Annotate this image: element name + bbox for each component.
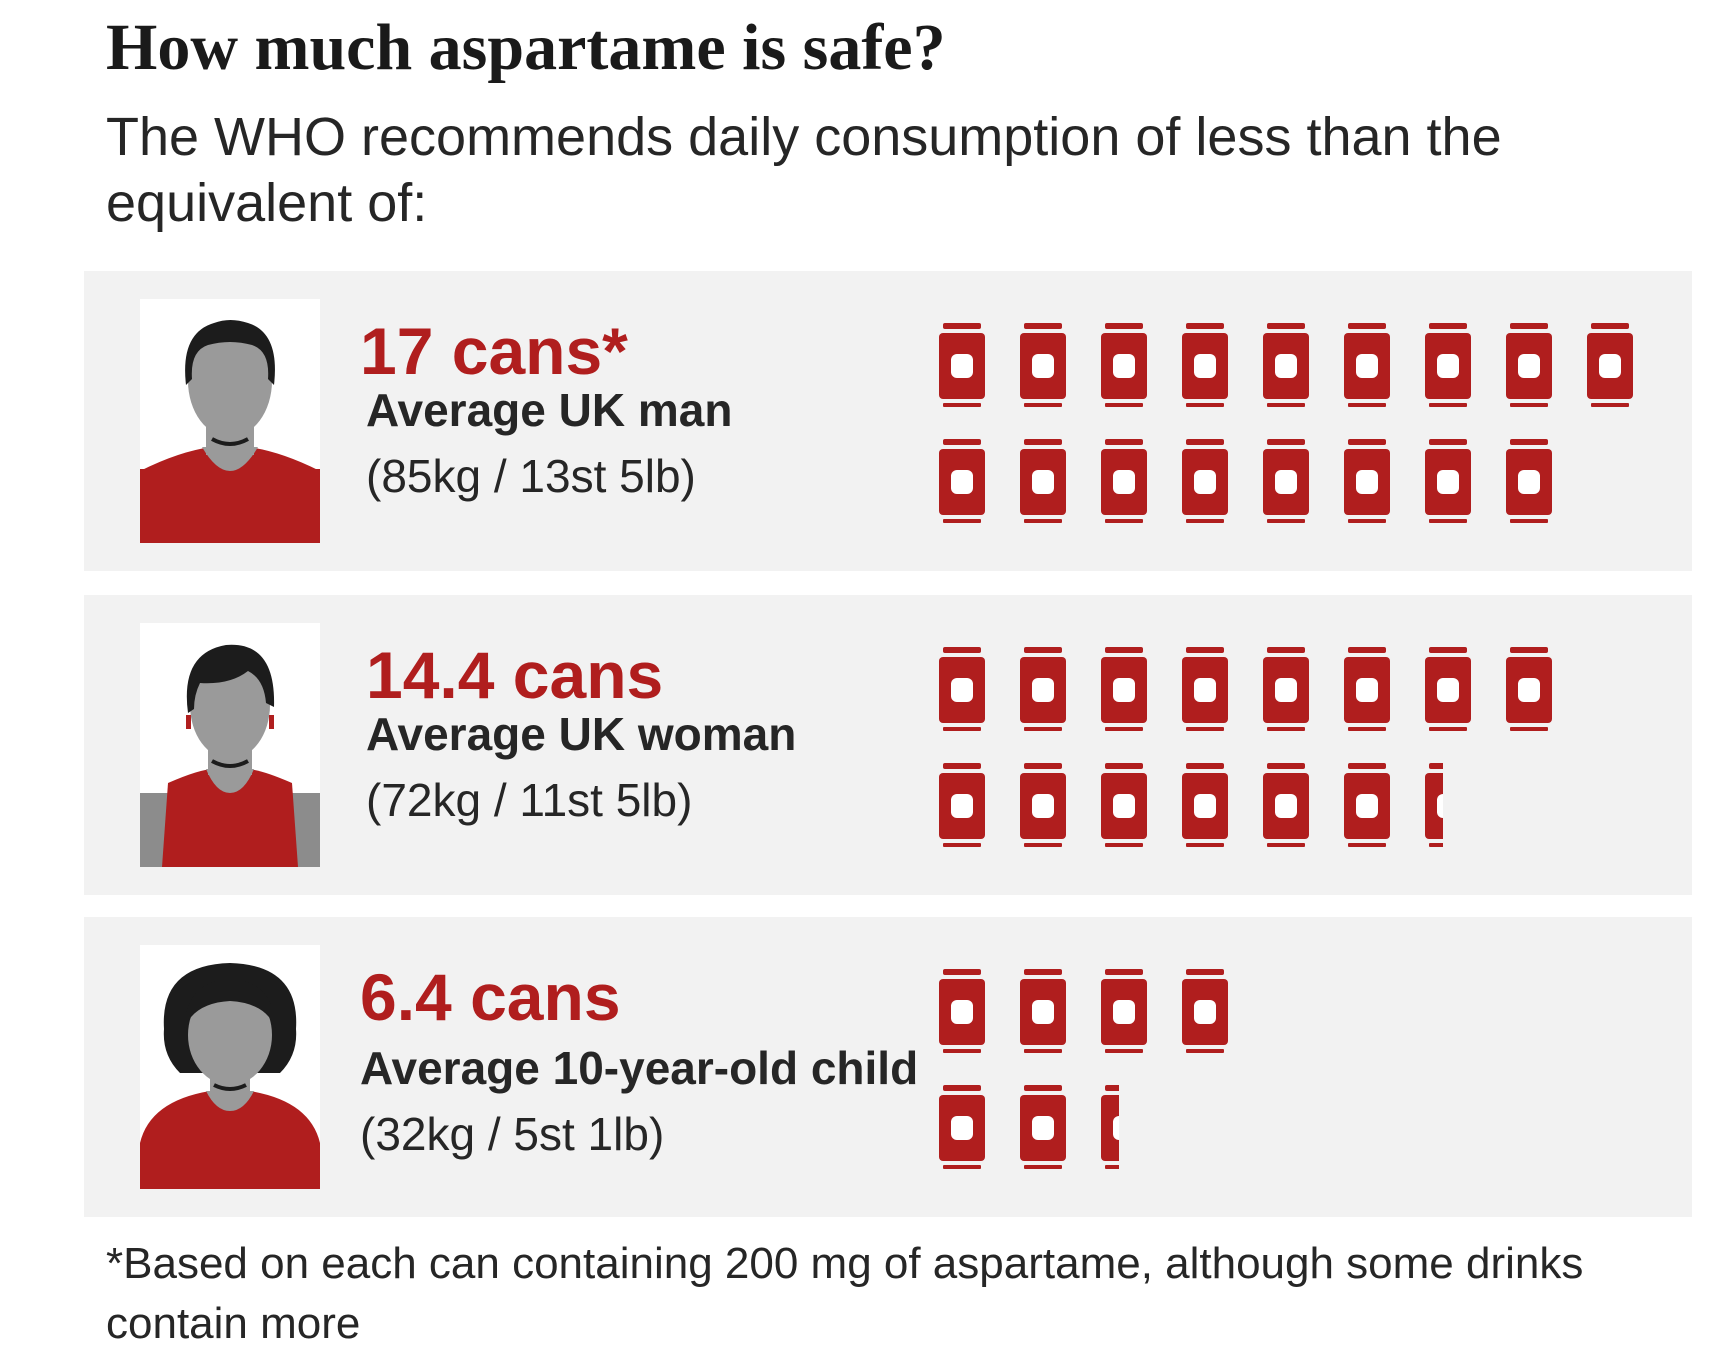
stat-value: 17 cans* xyxy=(360,314,628,388)
can-icon xyxy=(1100,323,1148,407)
can-icon xyxy=(1262,439,1310,523)
can-icon xyxy=(1343,323,1391,407)
stat-value: 6.4 cans xyxy=(360,960,621,1034)
group-label: Average UK man xyxy=(366,384,733,436)
can-icon xyxy=(1019,1085,1067,1169)
page-subtitle: The WHO recommends daily consumption of … xyxy=(106,107,1502,233)
group-panel-man: 17 cans* Average UK man (85kg / 13st 5lb… xyxy=(84,271,1692,571)
man-avatar-icon xyxy=(140,299,320,543)
can-icon xyxy=(1424,323,1472,407)
group-description: Average UK woman (72kg / 11st 5lb) xyxy=(366,701,796,833)
group-weight: (32kg / 5st 1lb) xyxy=(360,1108,665,1160)
can-icon xyxy=(1343,647,1391,731)
group-panel-woman: 14.4 cans Average UK woman (72kg / 11st … xyxy=(84,595,1692,895)
can-icon xyxy=(1505,439,1553,523)
can-icon xyxy=(1586,323,1634,407)
can-icon xyxy=(938,439,986,523)
group-description: Average 10-year-old child (32kg / 5st 1l… xyxy=(360,1035,918,1167)
can-icon xyxy=(1181,439,1229,523)
can-icon xyxy=(1505,323,1553,407)
can-icon xyxy=(1343,763,1391,847)
group-panel-child: 6.4 cans Average 10-year-old child (32kg… xyxy=(84,917,1692,1217)
child-avatar-icon xyxy=(140,945,320,1189)
can-icon xyxy=(1262,323,1310,407)
can-icon xyxy=(938,647,986,731)
can-icon xyxy=(938,323,986,407)
can-icon xyxy=(1100,647,1148,731)
group-weight: (72kg / 11st 5lb) xyxy=(366,774,693,826)
footnote: *Based on each can containing 200 mg of … xyxy=(106,1239,1584,1348)
can-icon xyxy=(938,969,986,1053)
can-icon xyxy=(1181,763,1229,847)
can-pictogram xyxy=(938,969,1658,1189)
can-icon xyxy=(1019,647,1067,731)
can-icon xyxy=(1019,969,1067,1053)
can-icon xyxy=(1181,323,1229,407)
partial-can-icon xyxy=(1424,763,1443,847)
can-icon xyxy=(1181,969,1229,1053)
can-icon xyxy=(1424,439,1472,523)
group-weight: (85kg / 13st 5lb) xyxy=(366,450,696,502)
group-label: Average UK woman xyxy=(366,708,797,760)
group-label: Average 10-year-old child xyxy=(360,1042,919,1094)
can-icon xyxy=(1262,763,1310,847)
can-icon xyxy=(938,763,986,847)
can-icon xyxy=(1505,647,1553,731)
stat-value: 14.4 cans xyxy=(366,638,664,712)
can-icon xyxy=(938,1085,986,1169)
can-icon xyxy=(1262,647,1310,731)
woman-avatar-icon xyxy=(140,623,320,867)
group-description: Average UK man (85kg / 13st 5lb) xyxy=(366,377,732,509)
partial-can-icon xyxy=(1100,1085,1119,1169)
can-icon xyxy=(1181,647,1229,731)
can-icon xyxy=(1100,439,1148,523)
can-icon xyxy=(1424,647,1472,731)
can-pictogram xyxy=(938,647,1658,867)
can-pictogram xyxy=(938,323,1658,543)
can-icon xyxy=(1100,763,1148,847)
can-icon xyxy=(1019,439,1067,523)
can-icon xyxy=(1100,969,1148,1053)
page-title: How much aspartame is safe? xyxy=(106,11,946,84)
can-icon xyxy=(1019,763,1067,847)
can-icon xyxy=(1019,323,1067,407)
can-icon xyxy=(1343,439,1391,523)
